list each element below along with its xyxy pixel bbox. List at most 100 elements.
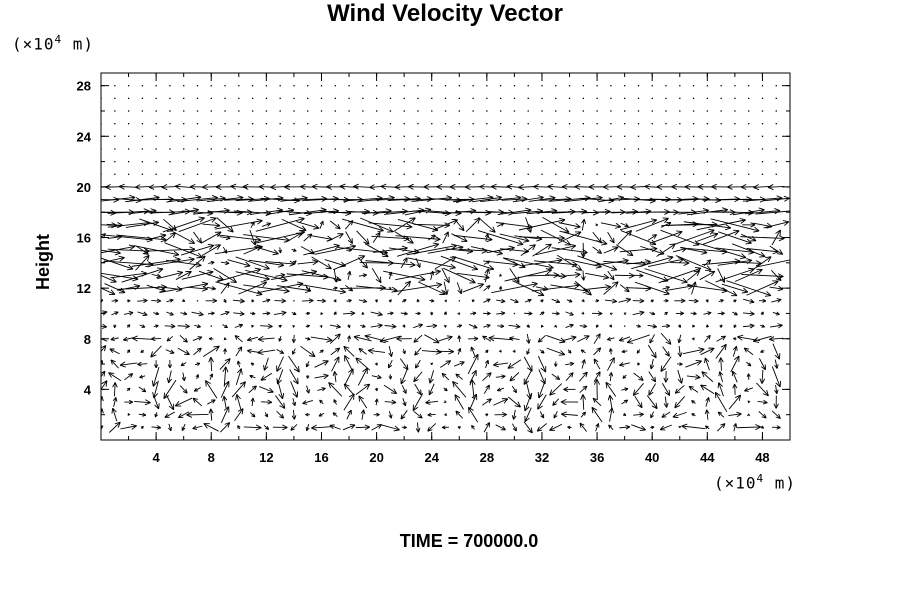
wind-vector: [647, 344, 657, 359]
wind-vector: [183, 135, 185, 137]
x-tick-label: 36: [590, 450, 604, 465]
wind-vector: [355, 424, 371, 431]
wind-vector: [417, 160, 419, 163]
wind-vector: [580, 242, 587, 258]
wind-vector: [691, 337, 695, 341]
wind-vector: [237, 425, 241, 430]
wind-vector: [672, 229, 715, 246]
wind-vector: [637, 173, 640, 175]
wind-vector: [138, 386, 147, 393]
wind-vector: [498, 349, 502, 353]
wind-vector: [452, 255, 495, 271]
wind-vector: [196, 195, 226, 202]
wind-vector: [107, 208, 150, 215]
wind-vector: [486, 148, 488, 150]
wind-vector: [691, 400, 696, 404]
wind-vector: [440, 360, 452, 368]
wind-vector: [251, 160, 254, 163]
wind-vector: [578, 371, 588, 382]
time-footer: TIME = 700000.0: [399, 531, 539, 551]
wind-vector: [581, 359, 586, 369]
wind-vector: [756, 382, 769, 397]
wind-vector: [659, 424, 672, 431]
wind-vector: [677, 334, 682, 344]
wind-vector: [208, 408, 214, 421]
wind-vector: [431, 85, 433, 87]
wind-vector: [431, 135, 433, 137]
wind-vector: [320, 123, 323, 125]
wind-vector: [581, 299, 585, 303]
wind-vector: [247, 348, 258, 354]
wind-vector: [183, 148, 185, 150]
wind-vector: [675, 311, 684, 316]
wind-vector: [196, 85, 199, 87]
wind-vector: [582, 97, 584, 100]
wind-vector: [472, 135, 474, 137]
wind-vector: [400, 257, 408, 269]
wind-vector: [135, 254, 150, 271]
wind-vector: [291, 248, 297, 252]
wind-vector: [504, 268, 553, 282]
y-tick-label: 28: [77, 79, 91, 94]
wind-vector: [593, 347, 602, 356]
wind-vector: [208, 337, 214, 341]
wind-vector: [243, 245, 262, 255]
wind-vector: [703, 311, 712, 316]
wind-vector: [541, 97, 543, 100]
wind-vector: [374, 362, 378, 366]
wind-vector: [291, 334, 296, 343]
wind-vector: [591, 406, 603, 423]
wind-vector: [165, 349, 175, 354]
wind-vector: [524, 298, 532, 303]
wind-vector: [127, 110, 130, 112]
wind-vector: [148, 184, 164, 190]
wind-vector: [679, 160, 681, 163]
wind-vector: [140, 425, 144, 430]
wind-vector: [359, 217, 394, 233]
wind-vector: [472, 148, 474, 150]
wind-vector: [441, 425, 449, 430]
wind-vector: [637, 123, 640, 125]
wind-vector: [660, 221, 672, 228]
wind-vector: [732, 345, 738, 357]
wind-vector: [255, 216, 305, 232]
wind-vector: [361, 312, 365, 315]
wind-vector: [701, 371, 714, 383]
wind-vector: [527, 173, 529, 175]
wind-vector: [512, 349, 516, 353]
wind-vector: [691, 413, 696, 417]
wind-vector: [596, 148, 598, 150]
wind-vector: [596, 110, 598, 112]
wind-vector: [220, 260, 230, 266]
wind-vector: [726, 280, 772, 297]
wind-vector: [588, 183, 606, 190]
wind-vector: [101, 310, 108, 316]
wind-vector: [144, 246, 196, 253]
wind-vector: [574, 280, 592, 296]
wind-vector: [210, 160, 212, 163]
wind-vector: [607, 231, 615, 244]
wind-vector: [502, 257, 554, 270]
wind-vector: [582, 160, 584, 163]
x-tick-label: 12: [259, 450, 273, 465]
wind-vector: [692, 110, 695, 112]
wind-vector: [168, 423, 172, 432]
wind-vector: [496, 311, 506, 316]
wind-vector: [260, 323, 273, 329]
wind-vector: [177, 323, 190, 329]
wind-vector: [205, 380, 218, 399]
wind-vector: [362, 110, 364, 112]
wind-vector: [347, 324, 351, 329]
wind-vector: [319, 220, 324, 229]
wind-vector: [718, 357, 724, 371]
wind-vector: [193, 231, 202, 244]
wind-vector: [370, 323, 383, 329]
wind-vector: [533, 183, 551, 190]
wind-vector: [327, 233, 344, 242]
wind-vector: [772, 311, 780, 316]
wind-vector: [127, 412, 131, 416]
wind-vector: [610, 160, 612, 163]
wind-vector: [251, 148, 254, 150]
wind-vector: [141, 97, 144, 100]
wind-vector: [769, 285, 784, 292]
